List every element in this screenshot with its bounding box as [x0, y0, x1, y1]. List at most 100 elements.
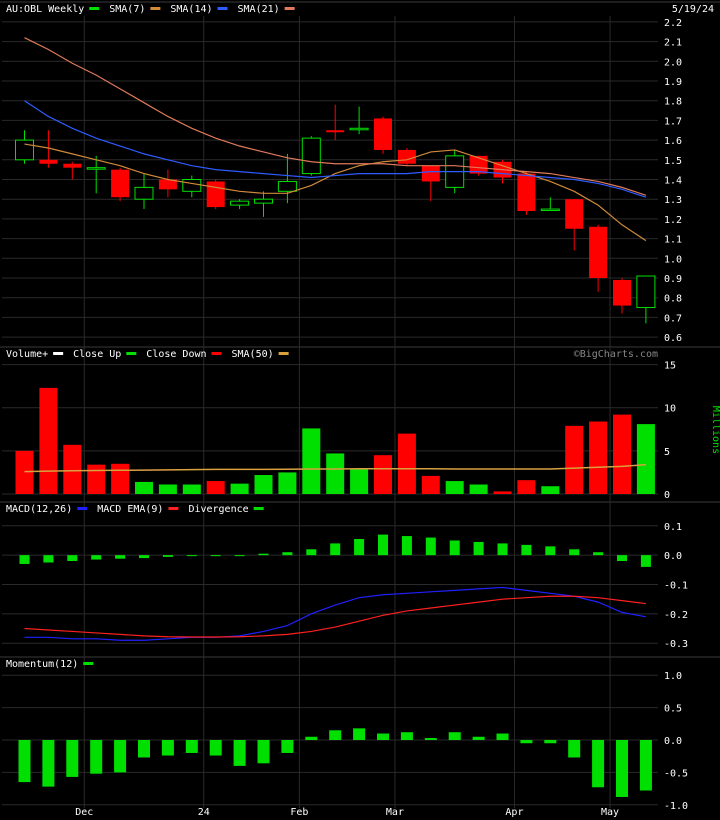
momentum-bar — [592, 740, 605, 788]
candle-body-down — [397, 149, 416, 164]
y-tick-label: -0.5 — [664, 768, 688, 779]
y-tick-label: -0.3 — [664, 639, 688, 650]
sma-line — [24, 143, 647, 242]
sma-line — [24, 100, 647, 198]
candle-body-down — [158, 179, 177, 190]
divergence-bar — [473, 541, 484, 556]
momentum-bar — [639, 740, 652, 791]
legend-swatch — [89, 7, 100, 10]
legend-label: Divergence — [188, 504, 248, 515]
momentum-bar — [520, 740, 533, 744]
divergence-bar — [640, 555, 651, 567]
candle-body-down — [517, 173, 536, 212]
y-tick-label: 0.9 — [664, 274, 682, 285]
candle-body-down — [469, 155, 488, 174]
y-tick-label: 1.9 — [664, 77, 682, 88]
legend-label: Close Down — [146, 349, 206, 360]
y-tick-label: 0.1 — [664, 522, 682, 533]
macd-line — [24, 586, 647, 641]
candle-body-up — [182, 179, 202, 192]
legend-label: Momentum(12) — [6, 659, 78, 670]
momentum-bar — [209, 740, 222, 756]
legend-swatch — [83, 662, 94, 665]
legend-swatch — [168, 507, 179, 510]
y-tick-label: 10 — [664, 404, 676, 415]
y-tick-label: 2.1 — [664, 38, 682, 49]
momentum-bar — [114, 740, 127, 773]
legend-swatch — [284, 7, 295, 10]
momentum-bar — [472, 736, 485, 740]
legend-label: AU:OBL Weekly — [6, 4, 84, 15]
divergence-bar — [497, 543, 508, 556]
legend-label: SMA(50) — [232, 349, 274, 360]
candle-body-down — [63, 163, 82, 168]
candle-body-down — [326, 130, 345, 133]
y-tick-label: 1.2 — [664, 215, 682, 226]
y-tick-label: 1.0 — [664, 671, 682, 682]
legend-swatch — [217, 7, 228, 10]
y-tick-label: 0.0 — [664, 551, 682, 562]
label-layer: 5/19/24 ©BigCharts.com Millions 2.2 2.1 2.… — [6, 4, 720, 818]
y-tick-label: 0.8 — [664, 294, 682, 305]
volume-bar — [517, 480, 536, 494]
sma-line — [24, 37, 647, 196]
volume-bar — [135, 481, 153, 494]
volume-bar — [158, 484, 177, 494]
legend-label: MACD(12,26) — [6, 504, 72, 515]
volume-bar — [421, 475, 440, 494]
x-tick-label: Apr — [505, 807, 523, 818]
legend-swatch — [53, 352, 64, 355]
panel-title-strip — [0, 658, 720, 670]
divergence-bar — [593, 552, 604, 556]
volume-bar — [636, 424, 655, 494]
legend-swatch — [126, 352, 137, 355]
momentum-bar — [616, 740, 628, 797]
panel-title-strip — [0, 348, 720, 360]
volume-bar — [39, 387, 58, 494]
candle-body-down — [39, 159, 58, 164]
macd-line — [24, 595, 646, 638]
series-layer — [15, 37, 656, 797]
y-tick-label: 0.5 — [664, 704, 682, 715]
candle-body-up — [15, 139, 34, 161]
momentum-bar — [281, 740, 294, 753]
candle-body-up — [540, 208, 560, 212]
volume-bar — [565, 425, 584, 494]
y-tick-label: 1.6 — [664, 136, 682, 147]
volume-bar — [493, 491, 512, 494]
divergence-bar — [67, 555, 78, 562]
y-tick-label: 2.2 — [664, 18, 682, 29]
candle-body-down — [421, 165, 440, 182]
divergence-bar — [139, 555, 149, 559]
divergence-bar — [330, 543, 341, 556]
y-tick-label: 1.5 — [664, 156, 682, 167]
x-tick-label: Dec — [75, 807, 93, 818]
candle-body-up — [636, 275, 656, 309]
volume-bar — [254, 475, 273, 494]
chart-date: 5/19/24 — [672, 4, 714, 15]
momentum-bar — [448, 732, 461, 740]
momentum-bar — [66, 740, 79, 777]
volume-bar — [302, 428, 321, 494]
candle-body-down — [613, 279, 631, 306]
momentum-bar — [185, 740, 198, 753]
divergence-bar — [521, 544, 532, 556]
divergence-bar — [258, 553, 269, 556]
legend-label: SMA(21) — [238, 4, 280, 15]
y-tick-label: 2.0 — [664, 57, 682, 68]
y-tick-label: 1.4 — [664, 176, 682, 187]
candle-body-down — [111, 169, 130, 198]
candle-body-up — [277, 180, 297, 192]
x-tick-label: Mar — [386, 807, 404, 818]
divergence-bar — [115, 555, 126, 559]
divergence-bar — [545, 546, 556, 556]
momentum-bar — [161, 740, 174, 756]
legend-swatch — [211, 352, 222, 355]
volume-bar — [182, 484, 201, 494]
momentum-bar — [305, 736, 318, 740]
y-tick-label: 1.1 — [664, 235, 682, 246]
volume-bar — [469, 484, 488, 494]
volume-bar — [350, 468, 369, 494]
momentum-bar — [496, 733, 509, 740]
x-tick-label: May — [601, 807, 619, 818]
